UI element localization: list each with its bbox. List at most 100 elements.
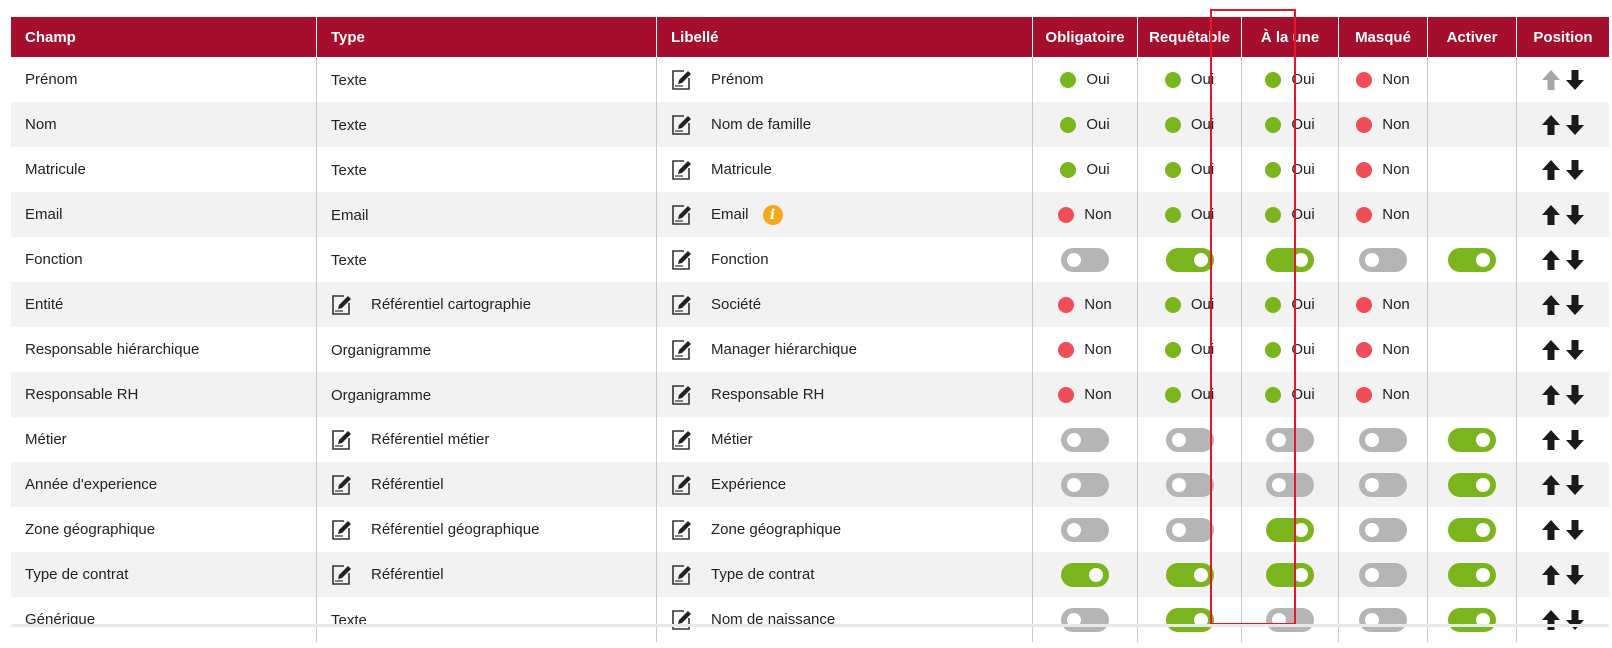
move-down-arrow-icon[interactable] [1565, 384, 1585, 406]
toggle-requetable[interactable] [1165, 562, 1214, 587]
toggle-masque[interactable] [1359, 472, 1407, 497]
edit-type-icon[interactable] [331, 294, 353, 316]
move-up-arrow-icon[interactable] [1541, 204, 1561, 226]
edit-libelle-icon[interactable] [671, 429, 693, 451]
edit-libelle-icon[interactable] [671, 159, 693, 181]
status-dot-icon [1058, 341, 1075, 358]
cell-obligatoire [1033, 417, 1138, 462]
move-down-arrow-icon[interactable] [1565, 249, 1585, 271]
toggle-requetable[interactable] [1165, 607, 1214, 632]
status-a-la-une: Oui [1265, 116, 1315, 133]
toggle-obligatoire[interactable] [1061, 517, 1109, 542]
edit-libelle-icon[interactable] [671, 69, 693, 91]
status-text: Oui [1291, 71, 1315, 88]
move-up-arrow-icon[interactable] [1541, 519, 1561, 541]
cell-type: Texte [317, 597, 657, 642]
toggle-obligatoire[interactable] [1061, 427, 1109, 452]
move-up-arrow-icon[interactable] [1541, 159, 1561, 181]
toggle-requetable[interactable] [1165, 472, 1214, 497]
edit-libelle-icon[interactable] [671, 384, 693, 406]
status-dot-icon [1265, 71, 1282, 88]
column-header-type: Type [317, 17, 657, 57]
edit-type-icon[interactable] [331, 519, 353, 541]
move-down-arrow-icon[interactable] [1565, 69, 1585, 91]
toggle-obligatoire[interactable] [1061, 472, 1109, 497]
edit-libelle-icon[interactable] [671, 519, 693, 541]
edit-type-icon[interactable] [331, 474, 353, 496]
edit-libelle-icon[interactable] [671, 609, 693, 631]
cell-requetable [1138, 237, 1242, 282]
toggle-a-la-une[interactable] [1266, 517, 1314, 542]
position-arrows [1541, 519, 1585, 541]
toggle-activer[interactable] [1448, 517, 1496, 542]
move-up-arrow-icon[interactable] [1541, 474, 1561, 496]
toggle-requetable[interactable] [1165, 427, 1214, 452]
status-obligatoire: Non [1058, 341, 1112, 358]
toggle-activer[interactable] [1448, 427, 1496, 452]
status-obligatoire: Non [1058, 206, 1112, 223]
edit-libelle-icon[interactable] [671, 564, 693, 586]
cell-obligatoire: Non [1033, 282, 1138, 327]
status-dot-icon [1265, 116, 1282, 133]
status-text: Oui [1190, 206, 1215, 223]
toggle-requetable[interactable] [1165, 247, 1214, 272]
move-up-arrow-icon[interactable] [1541, 294, 1561, 316]
toggle-activer[interactable] [1448, 607, 1496, 632]
edit-libelle-icon[interactable] [671, 294, 693, 316]
toggle-masque[interactable] [1359, 562, 1407, 587]
toggle-activer[interactable] [1448, 472, 1496, 497]
status-masque: Non [1356, 296, 1410, 313]
cell-masque: Non [1339, 282, 1428, 327]
move-up-arrow-icon[interactable] [1541, 249, 1561, 271]
move-up-arrow-icon[interactable] [1541, 114, 1561, 136]
toggle-activer[interactable] [1448, 562, 1496, 587]
toggle-a-la-une[interactable] [1266, 427, 1314, 452]
toggle-obligatoire[interactable] [1061, 607, 1109, 632]
cell-masque: Non [1339, 57, 1428, 102]
move-down-arrow-icon[interactable] [1565, 294, 1585, 316]
toggle-activer[interactable] [1448, 247, 1496, 272]
toggle-a-la-une[interactable] [1266, 607, 1314, 632]
move-up-arrow-icon[interactable] [1541, 609, 1561, 631]
move-down-arrow-icon[interactable] [1565, 159, 1585, 181]
toggle-masque[interactable] [1359, 607, 1407, 632]
champ-label: Responsable hiérarchique [25, 341, 200, 358]
move-up-arrow-icon[interactable] [1541, 339, 1561, 361]
move-down-arrow-icon[interactable] [1565, 114, 1585, 136]
toggle-masque[interactable] [1359, 517, 1407, 542]
move-down-arrow-icon[interactable] [1565, 204, 1585, 226]
toggle-obligatoire[interactable] [1061, 247, 1109, 272]
edit-libelle-icon[interactable] [671, 474, 693, 496]
toggle-requetable[interactable] [1165, 517, 1214, 542]
move-down-arrow-icon[interactable] [1565, 339, 1585, 361]
edit-type-icon[interactable] [331, 429, 353, 451]
cell-a-la-une [1242, 552, 1339, 597]
toggle-a-la-une[interactable] [1266, 247, 1314, 272]
move-up-arrow-icon[interactable] [1541, 564, 1561, 586]
move-down-arrow-icon[interactable] [1565, 429, 1585, 451]
status-dot-icon [1265, 296, 1282, 313]
edit-type-icon[interactable] [331, 564, 353, 586]
status-text: Oui [1291, 161, 1315, 178]
move-down-arrow-icon[interactable] [1565, 609, 1585, 631]
status-requetable: Oui [1164, 116, 1214, 133]
status-requetable: Oui [1164, 206, 1215, 223]
move-up-arrow-icon[interactable] [1541, 429, 1561, 451]
edit-libelle-icon[interactable] [671, 339, 693, 361]
toggle-a-la-une[interactable] [1266, 562, 1314, 587]
move-down-arrow-icon[interactable] [1565, 474, 1585, 496]
cell-type: Texte [317, 237, 657, 282]
info-icon[interactable]: i [762, 204, 783, 225]
cell-champ: Responsable hiérarchique [11, 327, 317, 372]
toggle-masque[interactable] [1359, 247, 1407, 272]
toggle-obligatoire[interactable] [1061, 562, 1109, 587]
edit-libelle-icon[interactable] [671, 249, 693, 271]
toggle-a-la-une[interactable] [1266, 472, 1314, 497]
toggle-masque[interactable] [1359, 427, 1407, 452]
move-down-arrow-icon[interactable] [1565, 519, 1585, 541]
move-down-arrow-icon[interactable] [1565, 564, 1585, 586]
position-arrows [1541, 159, 1585, 181]
edit-libelle-icon[interactable] [671, 204, 693, 226]
edit-libelle-icon[interactable] [671, 114, 693, 136]
move-up-arrow-icon[interactable] [1541, 384, 1561, 406]
